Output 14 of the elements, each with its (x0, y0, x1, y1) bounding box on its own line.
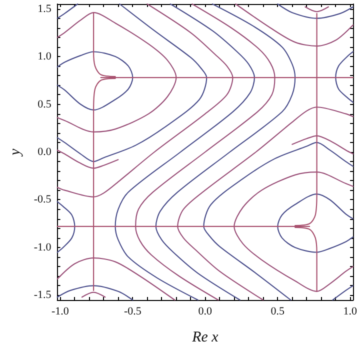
x-tick-label: 1.0 (343, 306, 358, 318)
y-tick-label: -0.5 (34, 194, 52, 206)
x-tick-label: -0.5 (124, 306, 142, 318)
y-tick-label: 0.5 (38, 98, 52, 110)
x-axis-title: Re x (191, 330, 219, 346)
y-tick-label: -1.0 (34, 241, 52, 254)
y-tick-label: 0.0 (38, 146, 52, 158)
x-tick-label: 0.5 (270, 306, 286, 318)
y-tick-label: -1.5 (34, 289, 52, 302)
y-tick-label: 1.0 (38, 50, 52, 63)
y-tick-label: 1.5 (38, 2, 52, 15)
x-tick-label: 0.0 (198, 306, 213, 318)
x-tick-label: -1.0 (52, 306, 70, 318)
y-axis-title: y (8, 148, 24, 158)
